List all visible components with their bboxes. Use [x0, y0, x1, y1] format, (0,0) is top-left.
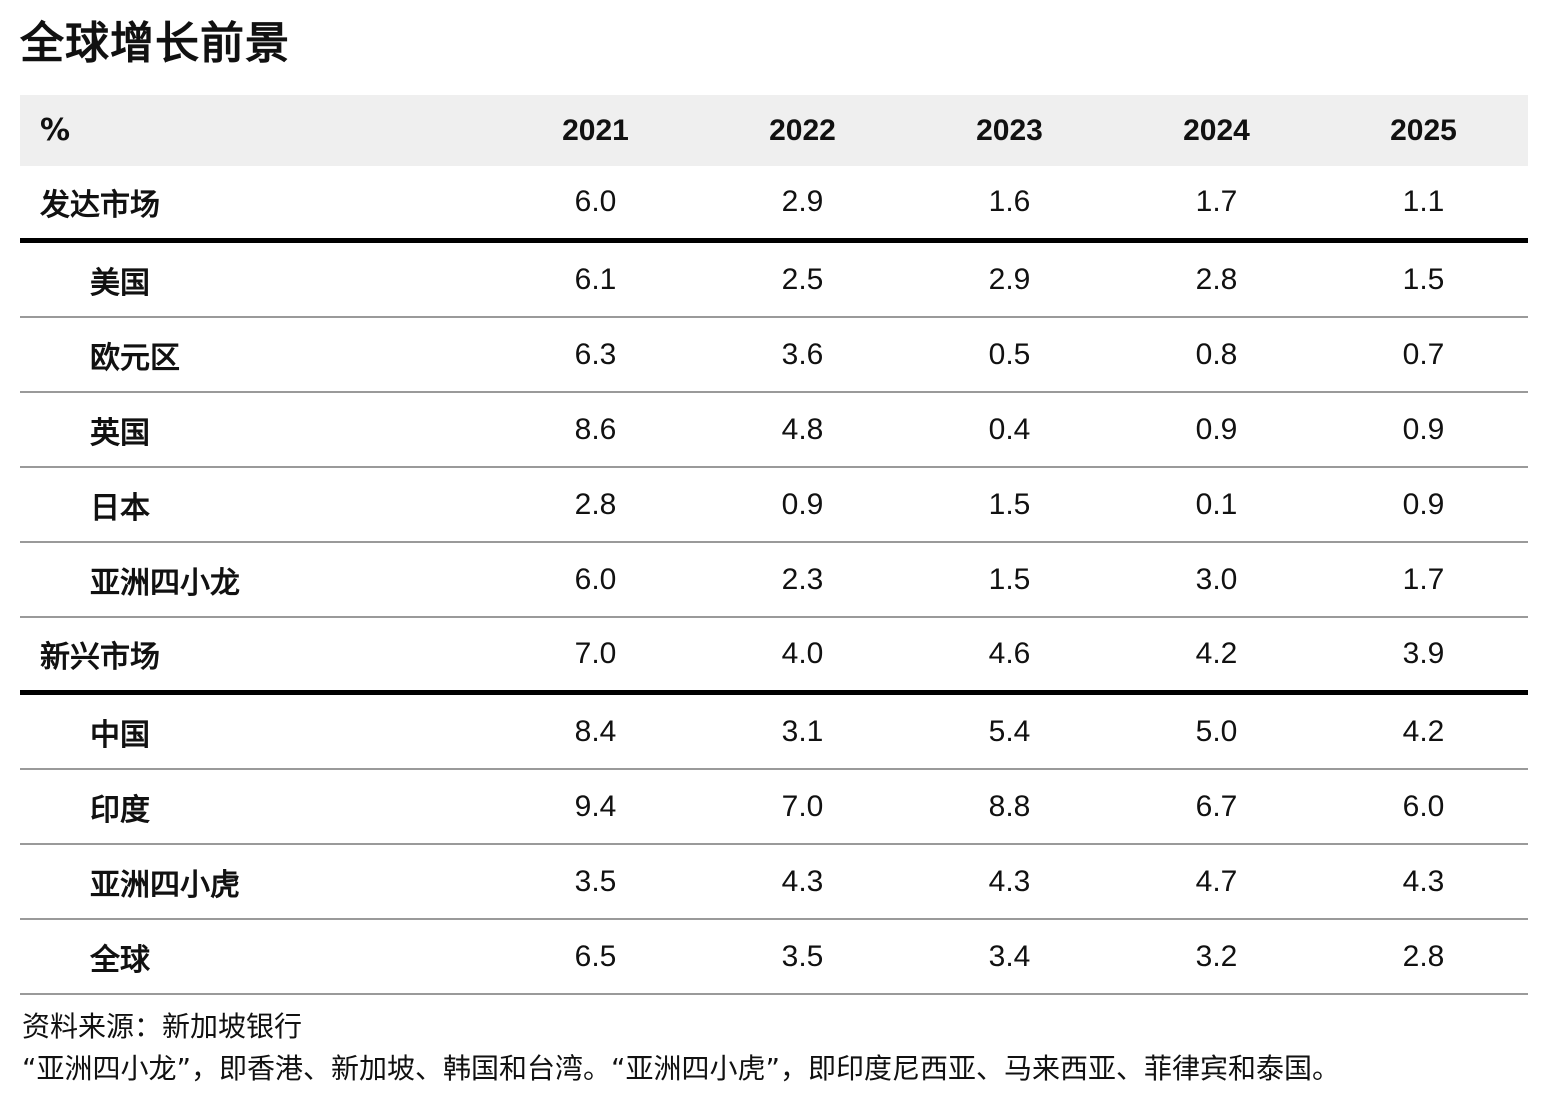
table-cell: 3.4: [988, 939, 1031, 973]
row-label: 亚洲四小虎: [90, 867, 240, 903]
table-cell: 1.5: [988, 487, 1031, 521]
source-note: 资料来源：新加坡银行: [22, 1010, 303, 1043]
table-cell: 1.7: [1402, 562, 1445, 596]
table-body: 发达市场 6.0 2.9 1.6 1.7 1.1 美国 6.1 2.5 2.9 2.8 1.5 欧元区 6…: [20, 166, 1528, 995]
table-row: 美国 6.1 2.5 2.9 2.8 1.5: [20, 243, 1528, 318]
table-cell: 4.0: [781, 637, 824, 670]
table-header-row: % 2021 2022 2023 2024 2025: [20, 95, 1528, 166]
table-cell: 0.5: [988, 337, 1031, 371]
row-label: 英国: [90, 415, 150, 451]
table-cell: 0.7: [1402, 337, 1445, 371]
table-cell: 6.0: [574, 562, 617, 596]
table-cell: 0.9: [1402, 487, 1445, 521]
footnote: “亚洲四小龙”，即香港、新加坡、韩国和台湾。“亚洲四小虎”，即印度尼西亚、马来西…: [22, 1052, 1341, 1085]
table-cell: 4.3: [1402, 864, 1445, 898]
table-row: 印度 9.4 7.0 8.8 6.7 6.0: [20, 770, 1528, 845]
table-cell: 6.5: [574, 939, 617, 973]
table-cell: 7.0: [781, 789, 824, 823]
header-year: 2024: [1183, 113, 1250, 147]
table-row: 日本 2.8 0.9 1.5 0.1 0.9: [20, 468, 1528, 543]
table-cell: 3.2: [1195, 939, 1238, 973]
table-cell: 8.6: [574, 412, 617, 446]
page-title: 全球增长前景: [20, 18, 290, 69]
table-cell: 1.1: [1402, 185, 1445, 218]
table-cell: 4.6: [988, 637, 1031, 670]
table-cell: 4.7: [1195, 864, 1238, 898]
table-cell: 8.4: [574, 714, 617, 748]
table-cell: 4.3: [781, 864, 824, 898]
table-cell: 8.8: [988, 789, 1031, 823]
table-cell: 2.9: [781, 185, 824, 218]
table-cell: 4.2: [1195, 637, 1238, 670]
header-unit: %: [40, 113, 71, 148]
table-cell: 4.3: [988, 864, 1031, 898]
header-year: 2025: [1390, 113, 1457, 147]
table-cell: 2.8: [574, 487, 617, 521]
row-label: 亚洲四小龙: [90, 565, 240, 601]
table-cell: 5.4: [988, 714, 1031, 748]
table-cell: 9.4: [574, 789, 617, 823]
table-cell: 0.9: [1195, 412, 1238, 446]
table-row: 欧元区 6.3 3.6 0.5 0.8 0.7: [20, 318, 1528, 393]
table-cell: 0.4: [988, 412, 1031, 446]
row-label: 全球: [90, 942, 150, 978]
row-label: 美国: [90, 265, 150, 301]
row-label: 欧元区: [90, 340, 180, 376]
table-cell: 3.0: [1195, 562, 1238, 596]
table-cell: 1.7: [1195, 185, 1238, 218]
table-cell: 2.8: [1402, 939, 1445, 973]
growth-outlook-table: % 2021 2022 2023 2024 2025 发达市场 6.0 2.9 1.6…: [20, 95, 1528, 995]
row-label: 新兴市场: [40, 640, 160, 675]
table-cell: 6.7: [1195, 789, 1238, 823]
table-row: 新兴市场 7.0 4.0 4.6 4.2 3.9: [20, 618, 1528, 695]
table-cell: 6.0: [574, 185, 617, 218]
header-year: 2022: [769, 113, 836, 147]
table-row: 发达市场 6.0 2.9 1.6 1.7 1.1: [20, 166, 1528, 243]
table-row: 英国 8.6 4.8 0.4 0.9 0.9: [20, 393, 1528, 468]
header-year: 2023: [976, 113, 1043, 147]
table-cell: 1.5: [988, 562, 1031, 596]
table-cell: 3.6: [781, 337, 824, 371]
table-cell: 2.9: [988, 262, 1031, 296]
table-cell: 4.2: [1402, 714, 1445, 748]
table-cell: 3.1: [781, 714, 824, 748]
row-label: 发达市场: [40, 188, 160, 223]
table-cell: 2.5: [781, 262, 824, 296]
row-label: 印度: [90, 792, 150, 828]
table-cell: 1.5: [1402, 262, 1445, 296]
row-label: 日本: [90, 490, 150, 526]
table-row: 中国 8.4 3.1 5.4 5.0 4.2: [20, 695, 1528, 770]
table-row: 亚洲四小虎 3.5 4.3 4.3 4.7 4.3: [20, 845, 1528, 920]
row-label: 中国: [90, 717, 150, 753]
table-cell: 3.9: [1402, 637, 1445, 670]
table-cell: 1.6: [988, 185, 1031, 218]
table-cell: 3.5: [781, 939, 824, 973]
table-cell: 6.0: [1402, 789, 1445, 823]
table-cell: 4.8: [781, 412, 824, 446]
table-cell: 2.3: [781, 562, 824, 596]
table-cell: 6.3: [574, 337, 617, 371]
table-row: 全球 6.5 3.5 3.4 3.2 2.8: [20, 920, 1528, 995]
header-year: 2021: [562, 113, 629, 147]
table-cell: 7.0: [574, 637, 617, 670]
table-cell: 0.9: [1402, 412, 1445, 446]
table-cell: 2.8: [1195, 262, 1238, 296]
table-cell: 3.5: [574, 864, 617, 898]
table-cell: 0.9: [781, 487, 824, 521]
table-cell: 6.1: [574, 262, 617, 296]
table-row: 亚洲四小龙 6.0 2.3 1.5 3.0 1.7: [20, 543, 1528, 618]
table-cell: 0.1: [1195, 487, 1238, 521]
table-cell: 0.8: [1195, 337, 1238, 371]
notes: 资料来源：新加坡银行 “亚洲四小龙”，即香港、新加坡、韩国和台湾。“亚洲四小虎”…: [22, 1006, 1340, 1090]
table-cell: 5.0: [1195, 714, 1238, 748]
